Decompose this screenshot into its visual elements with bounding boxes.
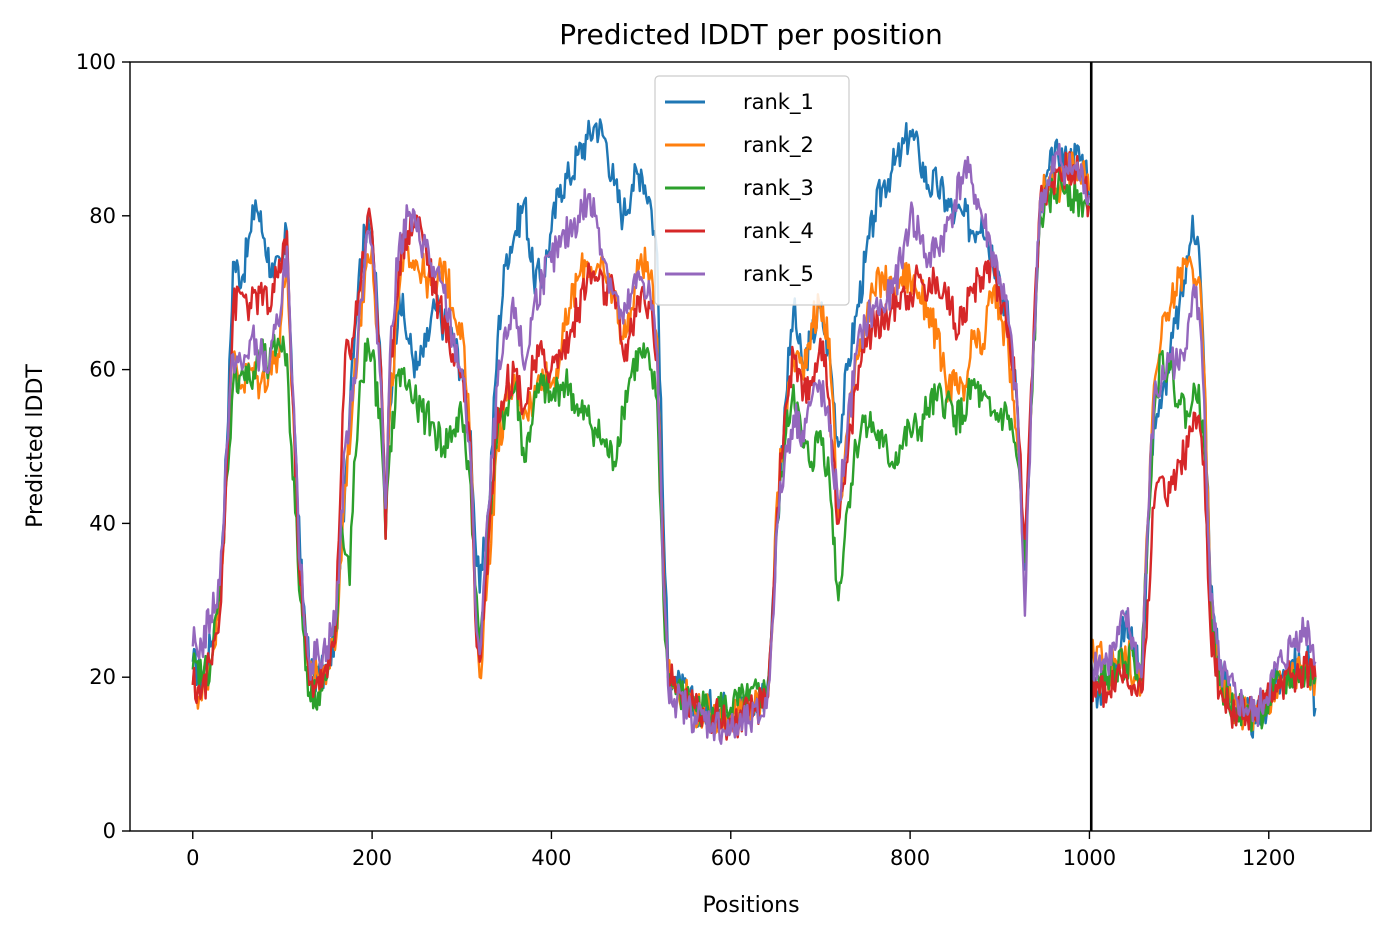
x-axis: 0 200 400 600 800 1000 1200 <box>186 831 1296 870</box>
y-axis-label: Predicted lDDT <box>23 364 48 528</box>
x-tick-label: 0 <box>186 846 199 870</box>
x-axis-label: Positions <box>702 893 799 918</box>
legend-label-rank_4: rank_4 <box>743 219 814 244</box>
legend: rank_1 rank_2 rank_3 rank_4 rank_5 <box>654 75 850 306</box>
y-tick-label: 20 <box>89 665 116 689</box>
legend-label-rank_2: rank_2 <box>743 133 814 158</box>
legend-label-rank_5: rank_5 <box>743 262 814 287</box>
chart-title: Predicted lDDT per position <box>559 18 943 51</box>
x-tick-label: 1000 <box>1063 846 1116 870</box>
y-tick-label: 60 <box>89 358 116 382</box>
legend-label-rank_3: rank_3 <box>743 176 814 201</box>
series-layer <box>191 118 1317 745</box>
y-tick-label: 40 <box>89 511 116 535</box>
plot-frame <box>129 61 1372 832</box>
x-tick-label: 1200 <box>1242 846 1295 870</box>
series-line-rank_5 <box>191 142 1317 745</box>
y-axis: 0 20 40 60 80 100 <box>76 50 130 843</box>
x-tick-label: 200 <box>352 846 392 870</box>
x-tick-label: 400 <box>531 846 571 870</box>
y-tick-label: 100 <box>76 50 116 74</box>
x-tick-label: 800 <box>890 846 930 870</box>
y-tick-label: 80 <box>89 204 116 228</box>
legend-label-rank_1: rank_1 <box>743 90 814 115</box>
series-line-rank_4 <box>191 151 1317 741</box>
x-tick-label: 600 <box>711 846 751 870</box>
legend-box <box>654 75 850 306</box>
y-tick-label: 0 <box>103 819 116 843</box>
